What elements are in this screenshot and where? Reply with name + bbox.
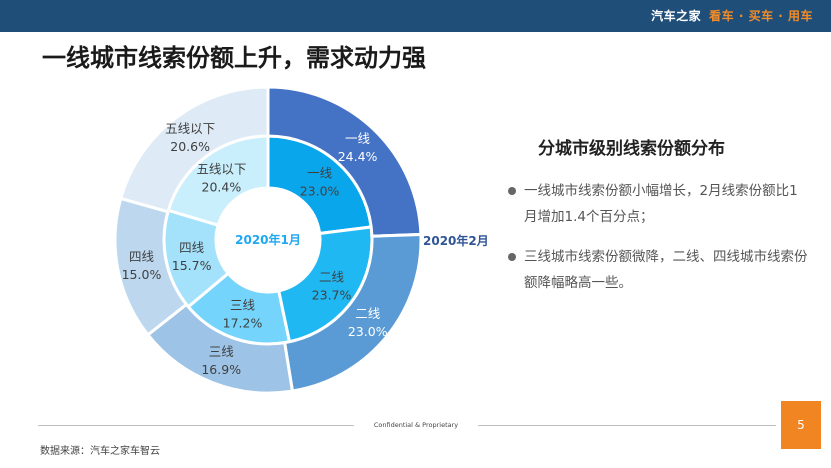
slice-value-inner-1: 23.0% [300, 183, 340, 198]
slice-value-outer-4: 15.0% [122, 267, 162, 282]
bullet-list: 一线城市线索份额小幅增长，2月线索份额比1月增加1.4个百分点； 三线城市线索份… [508, 178, 808, 310]
top-banner: 汽车之家 看车 · 买车 · 用车 [0, 0, 831, 32]
slice-label-outer-5: 五线以下 [165, 121, 215, 136]
slice-value-inner-3: 17.2% [223, 316, 263, 331]
slice-value-inner-2: 23.7% [312, 287, 352, 302]
brand-name: 汽车之家 [651, 9, 702, 23]
slice-value-outer-3: 16.9% [201, 362, 241, 377]
brand-logo: 汽车之家 看车 · 买车 · 用车 [651, 7, 813, 24]
donut-slice-outer-5 [118, 85, 270, 214]
slice-label-outer-3: 三线 [209, 344, 235, 359]
slice-value-outer-2: 23.0% [348, 324, 388, 339]
source-note: 数据来源：汽车之家车智云 [40, 446, 160, 457]
slice-label-inner-5: 五线以下 [196, 161, 246, 176]
inner-ring-label: 2020年1月 [235, 232, 301, 247]
slice-label-outer-1: 一线 [345, 131, 371, 146]
bullet-item-2: 三线城市线索份额微降，二线、四线城市线索份额降幅略高一些。 [508, 244, 808, 296]
slice-value-inner-4: 15.7% [172, 258, 212, 273]
confidential-label: Confidential & Proprietary [354, 419, 478, 432]
slice-label-inner-2: 二线 [319, 269, 345, 284]
slice-value-inner-5: 20.4% [202, 179, 242, 194]
slice-label-inner-1: 一线 [307, 165, 333, 180]
slice-value-outer-1: 24.4% [338, 149, 378, 164]
slice-label-outer-4: 四线 [129, 249, 155, 264]
slice-value-outer-5: 20.6% [170, 139, 210, 154]
bullet-dot-icon [508, 253, 516, 261]
bullet-dot-icon [508, 187, 516, 195]
bullet-text-1: 一线城市线索份额小幅增长，2月线索份额比1月增加1.4个百分点； [524, 183, 798, 225]
bullet-item-1: 一线城市线索份额小幅增长，2月线索份额比1月增加1.4个百分点； [508, 178, 808, 230]
page-title: 一线城市线索份额上升，需求动力强 [42, 44, 426, 72]
panel-title: 分城市级别线索份额分布 [538, 139, 725, 159]
bullet-text-2: 三线城市线索份额微降，二线、四线城市线索份额降幅略高一些。 [524, 249, 808, 291]
brand-slogan: 看车 · 买车 · 用车 [709, 9, 813, 23]
outer-ring-label: 2020年2月 [423, 233, 489, 248]
slice-label-outer-2: 二线 [355, 306, 381, 321]
page-number: 5 [781, 401, 821, 449]
slice-label-inner-4: 四线 [179, 240, 205, 255]
slice-label-inner-3: 三线 [230, 298, 256, 313]
